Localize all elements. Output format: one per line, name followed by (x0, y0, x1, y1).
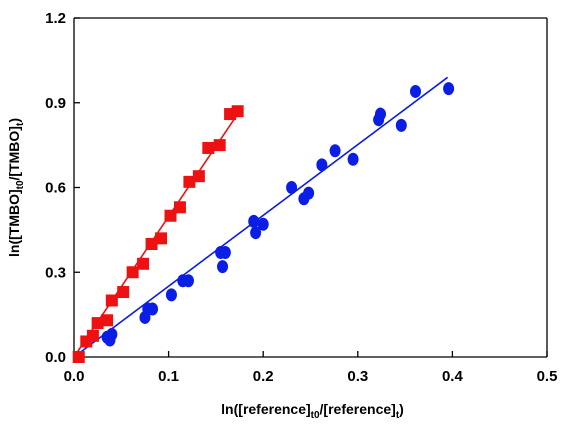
y-tick-label: 0.9 (45, 95, 66, 112)
y-axis-label-mid: /[TMBO] (6, 126, 22, 180)
circle-point (410, 84, 422, 98)
circle-point (395, 118, 407, 132)
square-point (164, 209, 177, 222)
circle-point (182, 274, 194, 288)
circle-point (257, 217, 269, 231)
square-point (105, 294, 118, 307)
circle-point (248, 214, 260, 228)
circle-point (375, 107, 387, 121)
x-tick-label: 0.2 (253, 368, 274, 385)
y-axis-label-sub-2: t (15, 122, 26, 126)
y-tick-label: 1.2 (45, 10, 66, 27)
x-axis-label-sub-2: t (396, 410, 400, 421)
square-point (126, 266, 139, 279)
square-point (117, 286, 130, 299)
square-point (173, 201, 186, 214)
circle-point (217, 260, 229, 274)
square-point (155, 232, 168, 245)
y-tick-label: 0.3 (45, 264, 66, 281)
square-point (72, 351, 85, 363)
circle-point (443, 82, 455, 96)
square-point (145, 238, 158, 250)
square-point (231, 105, 244, 118)
x-axis-label: ln([reference]t0/[reference]t) (221, 401, 404, 421)
circle-point (147, 302, 159, 316)
y-axis-label-main: ln([TMBO] (6, 189, 22, 257)
data-points (72, 82, 455, 363)
square-point (101, 314, 114, 327)
circle-point (250, 226, 262, 240)
x-tick-label: 0.4 (442, 368, 464, 385)
circle-point (165, 288, 177, 302)
fit-line-series-2 (73, 76, 449, 358)
square-point (183, 175, 196, 188)
axes (73, 17, 548, 358)
square-point (213, 139, 226, 152)
circle-point (219, 245, 231, 259)
square-point (137, 257, 150, 270)
x-axis-label-end: ) (399, 401, 404, 417)
fit-lines (73, 76, 449, 358)
circle-point (303, 186, 315, 200)
circle-point (286, 181, 298, 194)
x-tick-label: 0.5 (537, 368, 558, 385)
circle-point (329, 144, 341, 158)
ticks: 0.0 0.1 0.2 0.3 0.4 0.5 0.0 0.3 0.6 0.9 1.2 (45, 10, 557, 385)
y-axis-label-end: ) (6, 118, 22, 123)
square-point (91, 317, 104, 330)
y-axis-label: ln([TMBO]t0/[TMBO]t) (6, 118, 26, 257)
circle-point (106, 327, 118, 341)
y-axis-label-sub-1: t0 (15, 180, 26, 189)
x-axis-label-sub-1: t0 (311, 410, 320, 421)
x-tick-label: 0.1 (158, 368, 179, 385)
y-tick-label: 0.0 (45, 349, 66, 366)
circle-point (347, 152, 359, 166)
x-axis-label-mid: /[reference] (320, 401, 396, 417)
square-point (202, 141, 215, 154)
circle-point (316, 158, 328, 172)
square-point (192, 170, 205, 183)
x-tick-label: 0.3 (347, 368, 368, 385)
y-tick-label: 0.6 (45, 180, 66, 197)
x-tick-label: 0.0 (64, 368, 85, 385)
x-axis-label-main: ln([reference] (221, 401, 310, 417)
square-point (86, 329, 99, 342)
